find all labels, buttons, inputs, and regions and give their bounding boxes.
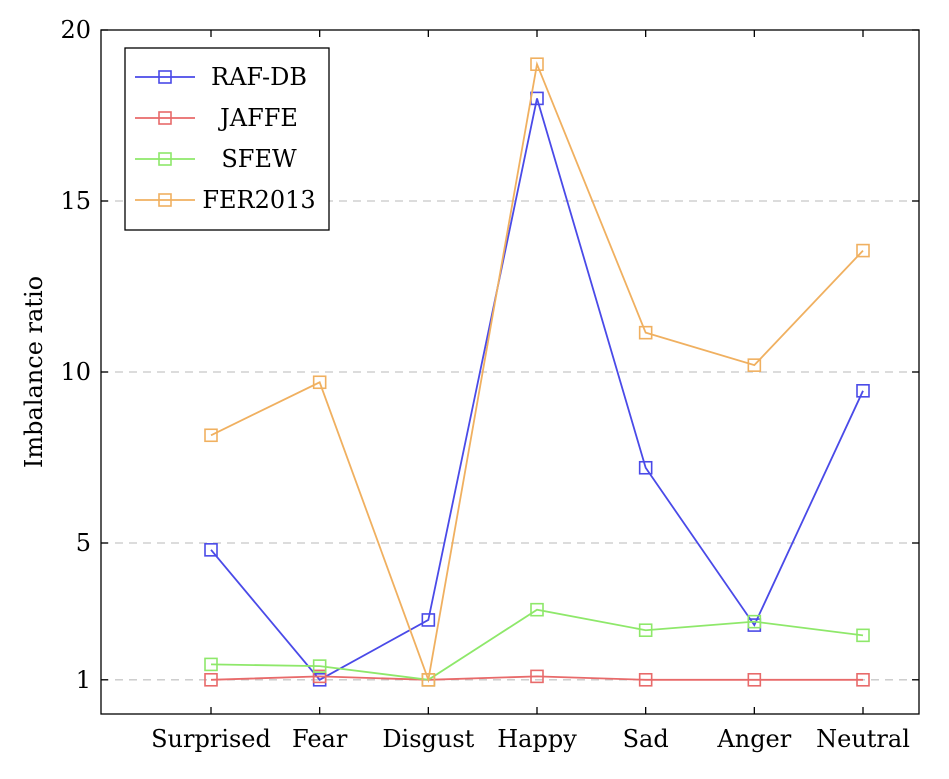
series-raf-db [204,91,870,687]
series-sfew [204,602,870,687]
data-point [856,628,870,643]
grid-lines [101,200,919,681]
data-point [856,384,870,398]
data-point [204,657,218,672]
x-tick-label: Anger [716,725,791,753]
y-tick-label: 1 [76,666,91,694]
x-axis-ticks: Surprised Fear Disgust Happy Sad Anger Neutral [151,30,910,753]
data-point [204,428,218,443]
legend-marker [158,152,172,166]
legend-marker [158,193,172,207]
data-point [747,672,762,687]
x-tick-label: Surprised [151,725,271,753]
series-line [210,60,864,684]
y-tick-label: 20 [60,16,91,44]
x-tick-label: Disgust [382,725,474,753]
series-lines [204,57,870,687]
data-point [747,614,762,629]
data-point [530,669,544,684]
legend-entry: SFEW [135,145,297,173]
data-point [530,602,544,617]
data-point [421,613,436,627]
data-point [638,325,653,340]
series-line [210,675,863,681]
series-line [210,608,864,681]
legend-label: FER2013 [202,186,315,214]
legend-label: RAF-DB [211,63,307,91]
data-point [312,375,327,390]
legend-marker [158,70,172,84]
data-point [856,672,870,687]
y-axis-title: Imbalance ratio [20,276,48,468]
data-point [312,669,327,684]
series-line [210,98,864,681]
legend-entry: FER2013 [135,186,316,214]
y-tick-label: 10 [60,358,91,386]
x-tick-label: Neutral [816,725,910,753]
legend-label: SFEW [221,145,297,173]
series-fer2013 [204,57,870,687]
data-point [638,460,653,475]
legend: RAF-DB JAFFE SFEW FER2013 [124,47,330,231]
data-point [204,672,218,687]
legend-marker [158,111,172,125]
data-point [530,57,544,72]
data-point [204,543,218,557]
data-point [312,659,327,673]
legend-label: JAFFE [217,104,298,132]
x-tick-label: Sad [623,725,669,753]
data-point [856,243,870,258]
series-jaffe [204,669,870,687]
data-point [747,358,762,372]
data-point [638,623,653,638]
x-tick-label: Happy [497,725,577,753]
data-point [421,672,436,687]
x-tick-label: Fear [292,725,348,753]
y-tick-label: 15 [60,187,91,215]
legend-entry: JAFFE [135,104,298,132]
data-point [638,672,653,687]
legend-entry: RAF-DB [135,63,307,91]
y-tick-label: 5 [76,529,91,557]
